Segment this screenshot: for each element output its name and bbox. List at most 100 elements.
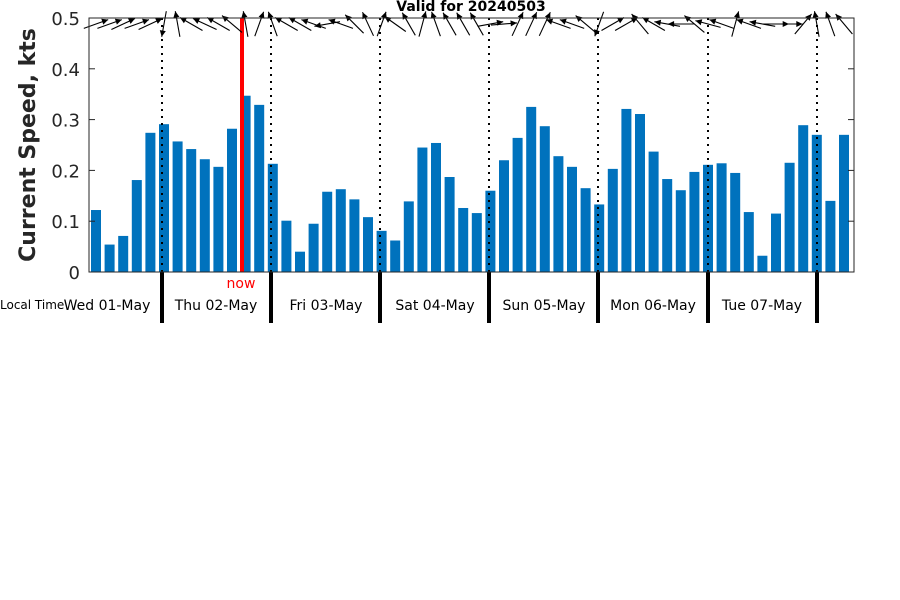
bar xyxy=(172,141,183,272)
direction-arrow xyxy=(97,18,122,29)
bar xyxy=(254,104,265,273)
bar xyxy=(471,213,482,272)
day-label: Mon 06-May xyxy=(610,298,696,314)
direction-arrow xyxy=(794,13,813,35)
direction-arrow xyxy=(254,11,265,37)
bar xyxy=(308,223,319,272)
bar xyxy=(485,190,496,272)
direction-arrow xyxy=(430,11,441,37)
bar xyxy=(621,108,632,273)
bar xyxy=(635,114,645,272)
direction-arrow xyxy=(456,12,471,36)
bar xyxy=(675,190,686,272)
bar xyxy=(580,188,591,272)
chart-title: Valid for 20240503 xyxy=(396,0,545,15)
direction-arrow xyxy=(384,16,407,32)
direction-arrow xyxy=(401,12,416,36)
bars-group xyxy=(91,95,849,273)
direction-arrow xyxy=(288,17,312,31)
day-label: Thu 02-May xyxy=(174,298,258,314)
direction-arrow xyxy=(469,12,484,36)
direction-arrow xyxy=(111,18,136,30)
axes-group: 0 0.1 0.2 0.3 0.4 0.5 xyxy=(51,9,855,284)
direction-arrow xyxy=(825,11,836,37)
direction-arrow xyxy=(601,17,625,31)
bar xyxy=(349,199,360,272)
bar xyxy=(118,235,129,272)
bar xyxy=(662,179,673,272)
direction-arrow xyxy=(192,18,217,30)
y-axis-label: Current Speed, kts xyxy=(16,28,41,262)
direction-arrow xyxy=(418,11,428,37)
bar xyxy=(104,244,115,272)
bar xyxy=(730,172,741,272)
bar xyxy=(145,132,156,272)
direction-arrow xyxy=(736,18,762,29)
bar xyxy=(743,212,754,272)
bar xyxy=(267,163,278,272)
direction-arrows xyxy=(83,11,853,37)
direction-arrow xyxy=(159,11,167,37)
direction-arrow xyxy=(594,11,605,37)
bar xyxy=(689,171,700,272)
bar xyxy=(335,189,346,272)
direction-arrow xyxy=(206,17,230,31)
bar xyxy=(159,124,169,272)
direction-arrow xyxy=(835,13,853,35)
direction-arrow xyxy=(241,11,249,37)
direction-arrow xyxy=(376,11,387,37)
direction-arrow xyxy=(511,11,524,37)
direction-arrow xyxy=(631,13,649,35)
y-tick-label: 0.1 xyxy=(51,212,80,233)
bar xyxy=(240,95,251,272)
bar xyxy=(648,151,659,272)
day-label: Sat 04-May xyxy=(395,298,474,314)
day-label: Tue 07-May xyxy=(721,298,802,314)
bar xyxy=(376,230,387,272)
bar xyxy=(431,142,441,272)
bar xyxy=(798,125,809,272)
bar xyxy=(417,147,428,272)
direction-arrow xyxy=(328,18,354,29)
bar xyxy=(716,163,727,272)
bar xyxy=(784,162,795,272)
bar xyxy=(213,166,224,272)
bar xyxy=(567,166,577,272)
direction-arrow xyxy=(173,11,181,37)
bar xyxy=(363,217,373,272)
direction-arrow xyxy=(695,19,721,28)
direction-arrow xyxy=(301,18,326,29)
bar xyxy=(390,240,401,272)
direction-arrow xyxy=(546,18,571,29)
bar xyxy=(186,149,197,272)
day-label: Sun 05-May xyxy=(503,298,586,314)
direction-arrow xyxy=(776,21,803,27)
bar xyxy=(403,201,414,272)
direction-arrow xyxy=(812,11,820,37)
direction-arrow xyxy=(274,17,298,31)
direction-arrow xyxy=(442,12,457,36)
bar xyxy=(444,177,455,272)
direction-arrow xyxy=(642,17,666,31)
direction-arrow xyxy=(362,11,374,37)
y-tick-label: 0 xyxy=(69,263,80,284)
direction-arrow xyxy=(138,18,163,30)
direction-arrow xyxy=(667,21,694,27)
bar xyxy=(539,126,550,272)
direction-arrow xyxy=(267,11,278,37)
bar xyxy=(131,180,142,272)
y-tick-label: 0.5 xyxy=(51,9,80,30)
direction-arrow xyxy=(749,19,776,27)
day-dividers xyxy=(160,18,819,323)
direction-arrow xyxy=(709,18,734,29)
bar xyxy=(295,251,305,272)
direction-arrow xyxy=(538,11,551,37)
plot-frame xyxy=(88,17,855,273)
bar xyxy=(607,168,618,272)
day-label: Wed 01-May xyxy=(64,298,151,314)
direction-arrow xyxy=(490,20,518,27)
direction-arrow xyxy=(83,18,109,29)
direction-arrow xyxy=(179,17,203,31)
bar xyxy=(757,255,768,272)
bar xyxy=(499,160,509,272)
